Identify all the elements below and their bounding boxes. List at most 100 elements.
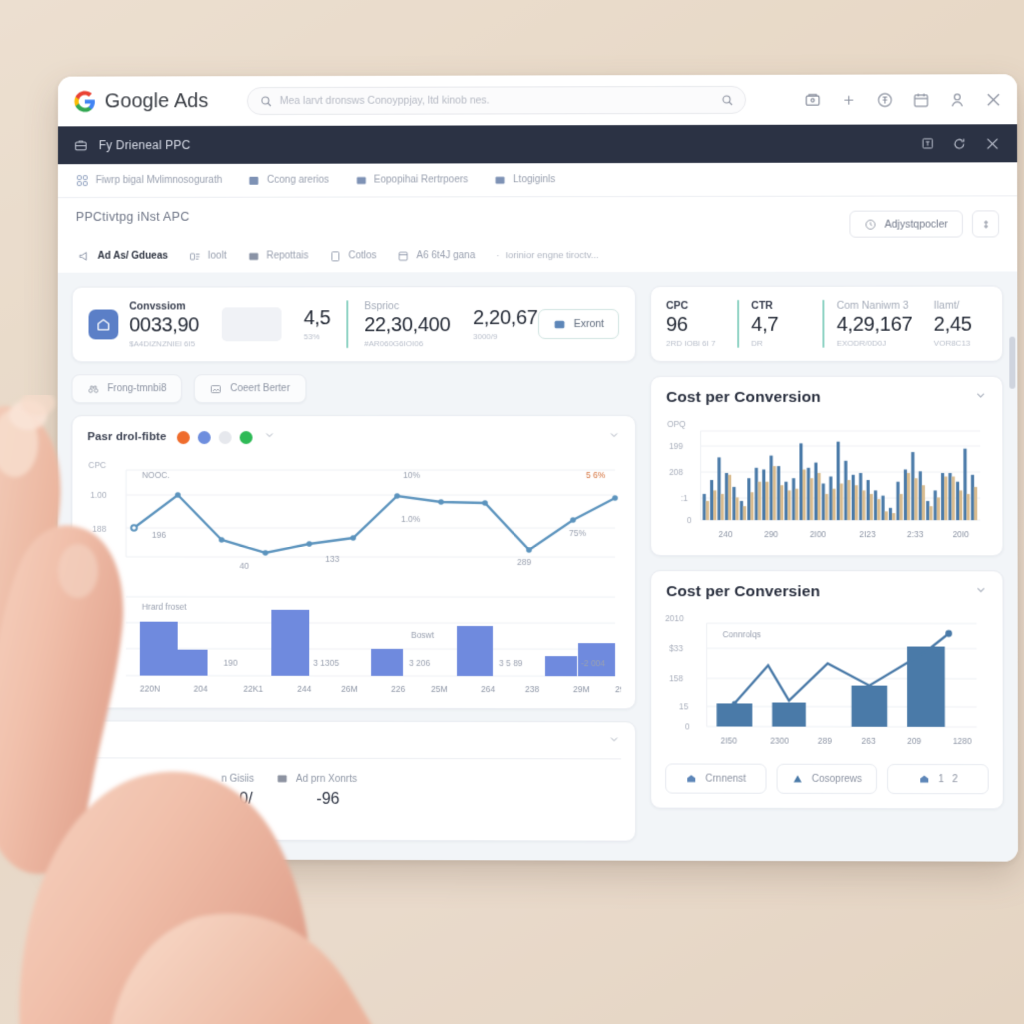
export-button-label: Exront xyxy=(573,317,605,331)
cost-per-conversion-combo-title: Cost per Conversien xyxy=(666,583,821,601)
nav-item-2[interactable]: Eopopihai Rertrpoers xyxy=(355,174,468,186)
svg-text:2010: 2010 xyxy=(665,613,684,623)
home-icon xyxy=(918,773,930,785)
home-icon xyxy=(88,309,119,340)
chevron-down-icon[interactable] xyxy=(608,732,620,750)
scrollbar-thumb[interactable] xyxy=(1009,336,1016,389)
legend-dot-orange[interactable] xyxy=(177,430,191,444)
window-icon xyxy=(398,250,410,262)
bottom-panel-item-1[interactable]: Ad prn Xonrts xyxy=(276,773,357,785)
kpi-sub: DR xyxy=(751,338,763,348)
kpi-strip: Convssiom 0033,90 $A4DIZNZNIEl 6I5 4,5 5… xyxy=(71,285,637,363)
svg-text:290: 290 xyxy=(764,529,778,539)
card-icon xyxy=(276,773,288,785)
account-icon[interactable] xyxy=(947,89,967,109)
combo-chart-buttons: Crnnenst Cosoprews 1 2 xyxy=(651,759,1003,808)
report-icon xyxy=(247,250,259,262)
adjust-button[interactable]: Adjystqpocler xyxy=(849,210,963,238)
tab-costs[interactable]: Cotlos xyxy=(329,250,377,262)
combo-button-extra: 2 xyxy=(952,773,958,785)
tab-ad-groups[interactable]: Ad As/ Gdueas xyxy=(78,250,168,263)
chevron-down-icon[interactable] xyxy=(974,389,987,407)
nav-item-3[interactable]: Ltogiginls xyxy=(494,174,555,186)
right-kpi-ctr: CTR 4,7 DR xyxy=(751,300,810,348)
kpi-value: 96 xyxy=(666,313,688,336)
svg-text:0: 0 xyxy=(685,721,690,731)
plus-icon[interactable] xyxy=(838,90,858,110)
close-icon[interactable] xyxy=(984,135,1001,152)
clock-icon xyxy=(864,218,876,230)
svg-text:244: 244 xyxy=(297,684,311,694)
chevron-down-icon[interactable] xyxy=(608,428,620,446)
currency-icon[interactable] xyxy=(874,90,894,110)
search-submit-icon[interactable] xyxy=(721,94,733,106)
close-icon[interactable] xyxy=(983,89,1003,109)
home-icon xyxy=(685,773,697,785)
cost-per-conversion-title: Cost per Conversion xyxy=(666,388,821,406)
svg-text:2300: 2300 xyxy=(770,736,789,746)
svg-text:2:33: 2:33 xyxy=(907,529,924,539)
line-chart: CPC 1.00 188 28 xyxy=(72,452,635,584)
chevron-down-icon[interactable] xyxy=(974,583,987,601)
bottom-panel-item-0[interactable]: n Gisiis xyxy=(221,773,254,784)
search-icon xyxy=(260,95,272,107)
combo-button-0[interactable]: Crnnenst xyxy=(665,763,767,794)
legend-dot-blue[interactable] xyxy=(198,430,212,444)
export-button[interactable]: Exront xyxy=(537,308,620,340)
nav-item-0[interactable]: Fiwrp bigal Mvlimnosogurath xyxy=(76,174,222,187)
svg-text:208: 208 xyxy=(669,467,683,477)
pill-content-center[interactable]: Coeert Berter xyxy=(194,374,306,404)
pill-monitoring[interactable]: Frong-tmnbi8 xyxy=(71,374,183,404)
bottom-panel: n Gisiis Ad prn Xonrts 0/ -96 xyxy=(70,720,637,842)
chevron-down-icon[interactable] xyxy=(264,428,276,446)
doc-icon xyxy=(329,250,341,262)
tab-bar: Ad As/ Gdueas Ioolt Repottais xyxy=(76,237,999,272)
tab-more[interactable]: · Iorinior engne tiroctv... xyxy=(496,250,599,262)
tab-analytics[interactable]: A6 6t4J gana xyxy=(398,250,476,262)
kpi-value: 0033,90 xyxy=(129,314,200,337)
secondary-nav: Fiwrp bigal Mvlimnosogurath Ccong arerio… xyxy=(57,162,1018,199)
svg-text:NOOC.: NOOC. xyxy=(142,470,170,480)
cost-per-conversion-combo-card: Cost per Conversien 2010 $33 158 15 0 xyxy=(650,570,1004,810)
right-kpi-card: CPC 96 2RD IOBl 6I 7 CTR 4,7 DR Com Nani… xyxy=(650,285,1004,362)
kpi-value: 2,20,67 xyxy=(473,306,538,329)
refresh-icon[interactable] xyxy=(952,136,967,151)
account-name: Fy Drieneal PPC xyxy=(98,138,191,153)
account-bar-actions xyxy=(921,135,1001,152)
svg-text:-2 004: -2 004 xyxy=(581,658,605,668)
series-legend xyxy=(177,430,254,444)
more-options-button[interactable] xyxy=(971,210,1000,238)
search-input[interactable]: Mea larvt dronsws Conoyppjay, ltd kinob … xyxy=(246,85,747,116)
more-vertical-icon xyxy=(979,218,991,230)
combo-button-label: 1 xyxy=(938,773,945,785)
svg-text:28: 28 xyxy=(100,554,110,564)
kpi-sub: #AR060G6IOI06 xyxy=(364,339,424,349)
svg-text:15: 15 xyxy=(96,618,106,628)
combo-button-2[interactable]: 1 2 xyxy=(887,763,989,795)
brand-name: Google Ads xyxy=(104,89,209,112)
tab-label: Cotlos xyxy=(348,250,377,262)
image-icon xyxy=(210,383,222,395)
svg-text:199: 199 xyxy=(669,441,683,451)
legend-dot-gray[interactable] xyxy=(219,430,233,444)
tab-reports[interactable]: Repottais xyxy=(247,250,308,262)
right-column: CPC 96 2RD IOBl 6I 7 CTR 4,7 DR Com Nani… xyxy=(650,285,1004,810)
svg-text:263: 263 xyxy=(861,736,875,746)
combo-button-1[interactable]: Cosoprews xyxy=(776,763,878,795)
nav-item-1[interactable]: Ccong arerios xyxy=(248,174,329,186)
tab-tools[interactable]: Ioolt xyxy=(189,250,227,262)
help-icon[interactable] xyxy=(802,90,822,110)
svg-text:238: 238 xyxy=(525,684,539,694)
quick-action-pills: Frong-tmnbi8 Coeert Berter xyxy=(71,374,637,404)
svg-text:158: 158 xyxy=(669,673,683,683)
bottom-panel-label: n Gisiis xyxy=(221,773,255,785)
account-bar: Fy Drieneal PPC xyxy=(57,124,1018,165)
legend-dot-green[interactable] xyxy=(240,430,254,444)
bottom-panel-label: Ad prn Xonrts xyxy=(295,773,358,785)
tab-label: Ioolt xyxy=(207,250,227,262)
calendar-icon[interactable] xyxy=(911,89,931,109)
kpi-sub: $A4DIZNZNIEl 6I5 xyxy=(129,339,196,349)
text-tool-icon[interactable] xyxy=(921,136,935,150)
kpi-value: 22,30,400 xyxy=(364,314,451,337)
briefcase-icon xyxy=(74,138,88,152)
